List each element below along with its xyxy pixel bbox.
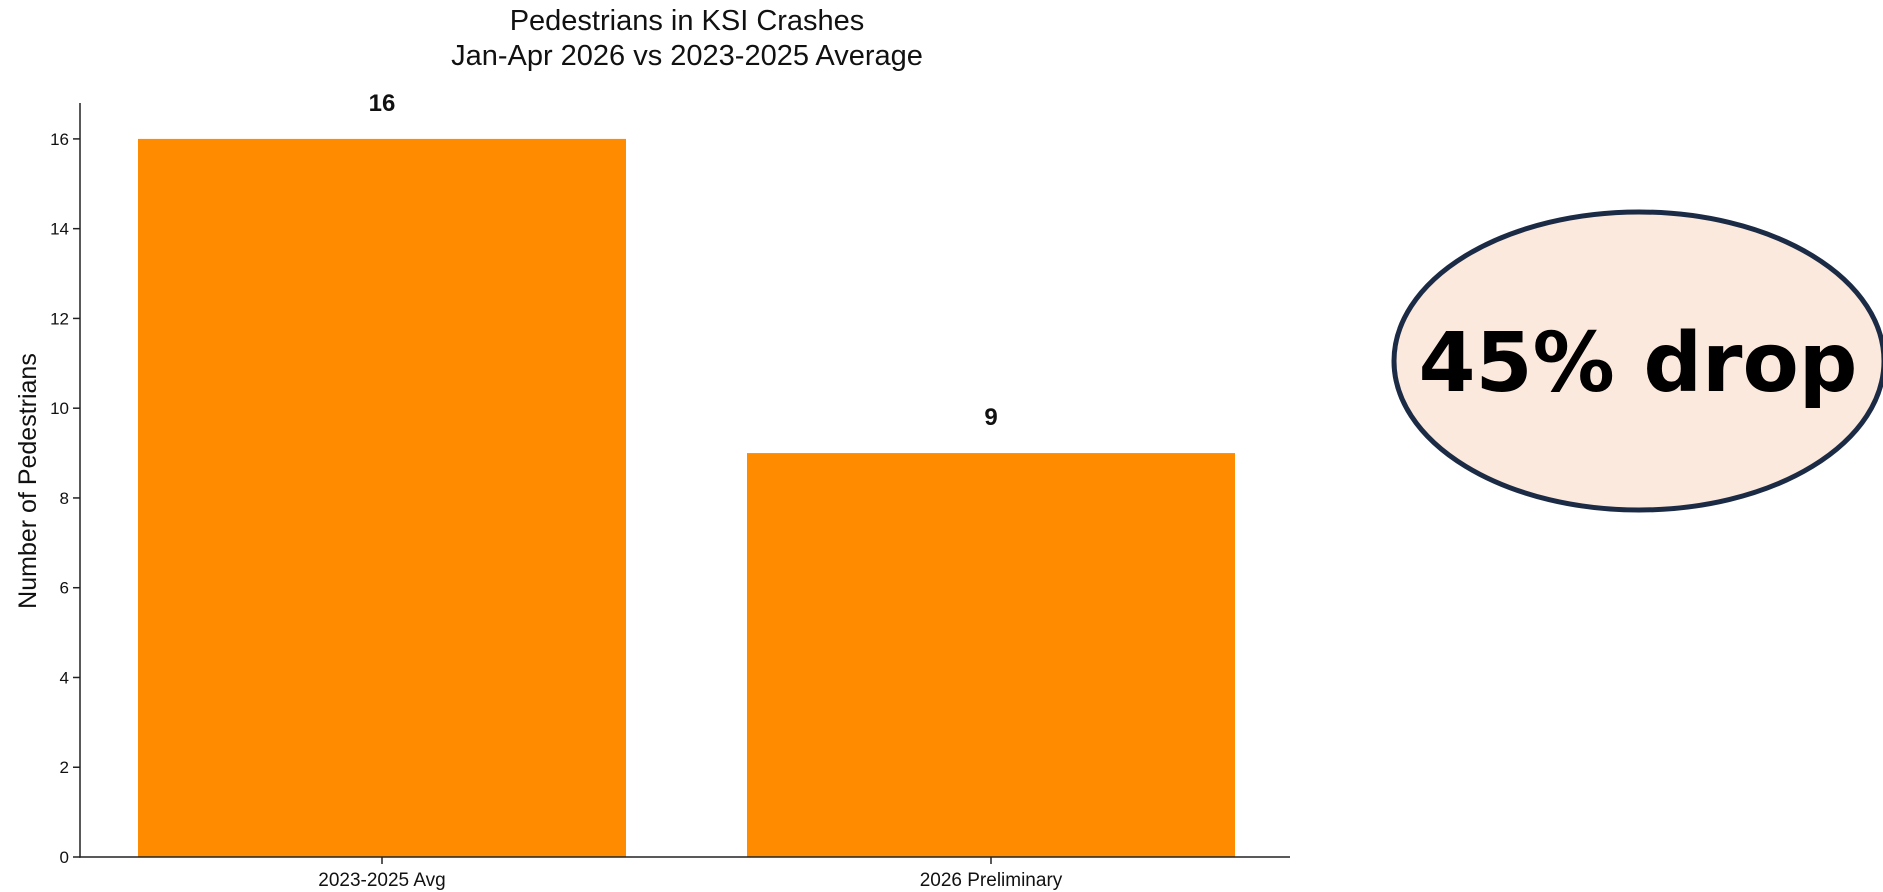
chart-title: Pedestrians in KSI Crashes bbox=[510, 5, 865, 37]
y-tick-label-4: 4 bbox=[60, 668, 69, 687]
y-tick-label-16: 16 bbox=[50, 130, 69, 149]
data-label-1: 16 bbox=[369, 90, 396, 117]
callout-text: 45% drop bbox=[1419, 316, 1858, 411]
callout: 45% drop bbox=[1391, 209, 1883, 513]
y-tick-label-2: 2 bbox=[60, 758, 69, 777]
bar-1 bbox=[138, 138, 626, 857]
data-label-2: 9 bbox=[984, 404, 997, 431]
y-tick-label-10: 10 bbox=[50, 399, 69, 418]
bar-2 bbox=[747, 453, 1235, 857]
y-tick-label-12: 12 bbox=[50, 309, 69, 328]
callout-ellipse bbox=[1391, 209, 1883, 513]
x-tick-label-1: 2023-2025 Avg bbox=[318, 870, 446, 891]
y-axis-label: Number of Pedestrians bbox=[14, 353, 42, 609]
plot-area: 16 2023-2025 Avg 9 2026 Preliminary 0 2 4 6 8 10 1… bbox=[50, 90, 1290, 891]
y-tick-label-6: 6 bbox=[60, 579, 69, 598]
x-tick-label-2: 2026 Preliminary bbox=[920, 870, 1063, 891]
y-tick-label-0: 0 bbox=[60, 848, 69, 867]
chart-subtitle: Jan-Apr 2026 vs 2023-2025 Average bbox=[451, 40, 923, 72]
y-tick-label-8: 8 bbox=[60, 489, 69, 508]
y-tick-label-14: 14 bbox=[50, 220, 69, 239]
